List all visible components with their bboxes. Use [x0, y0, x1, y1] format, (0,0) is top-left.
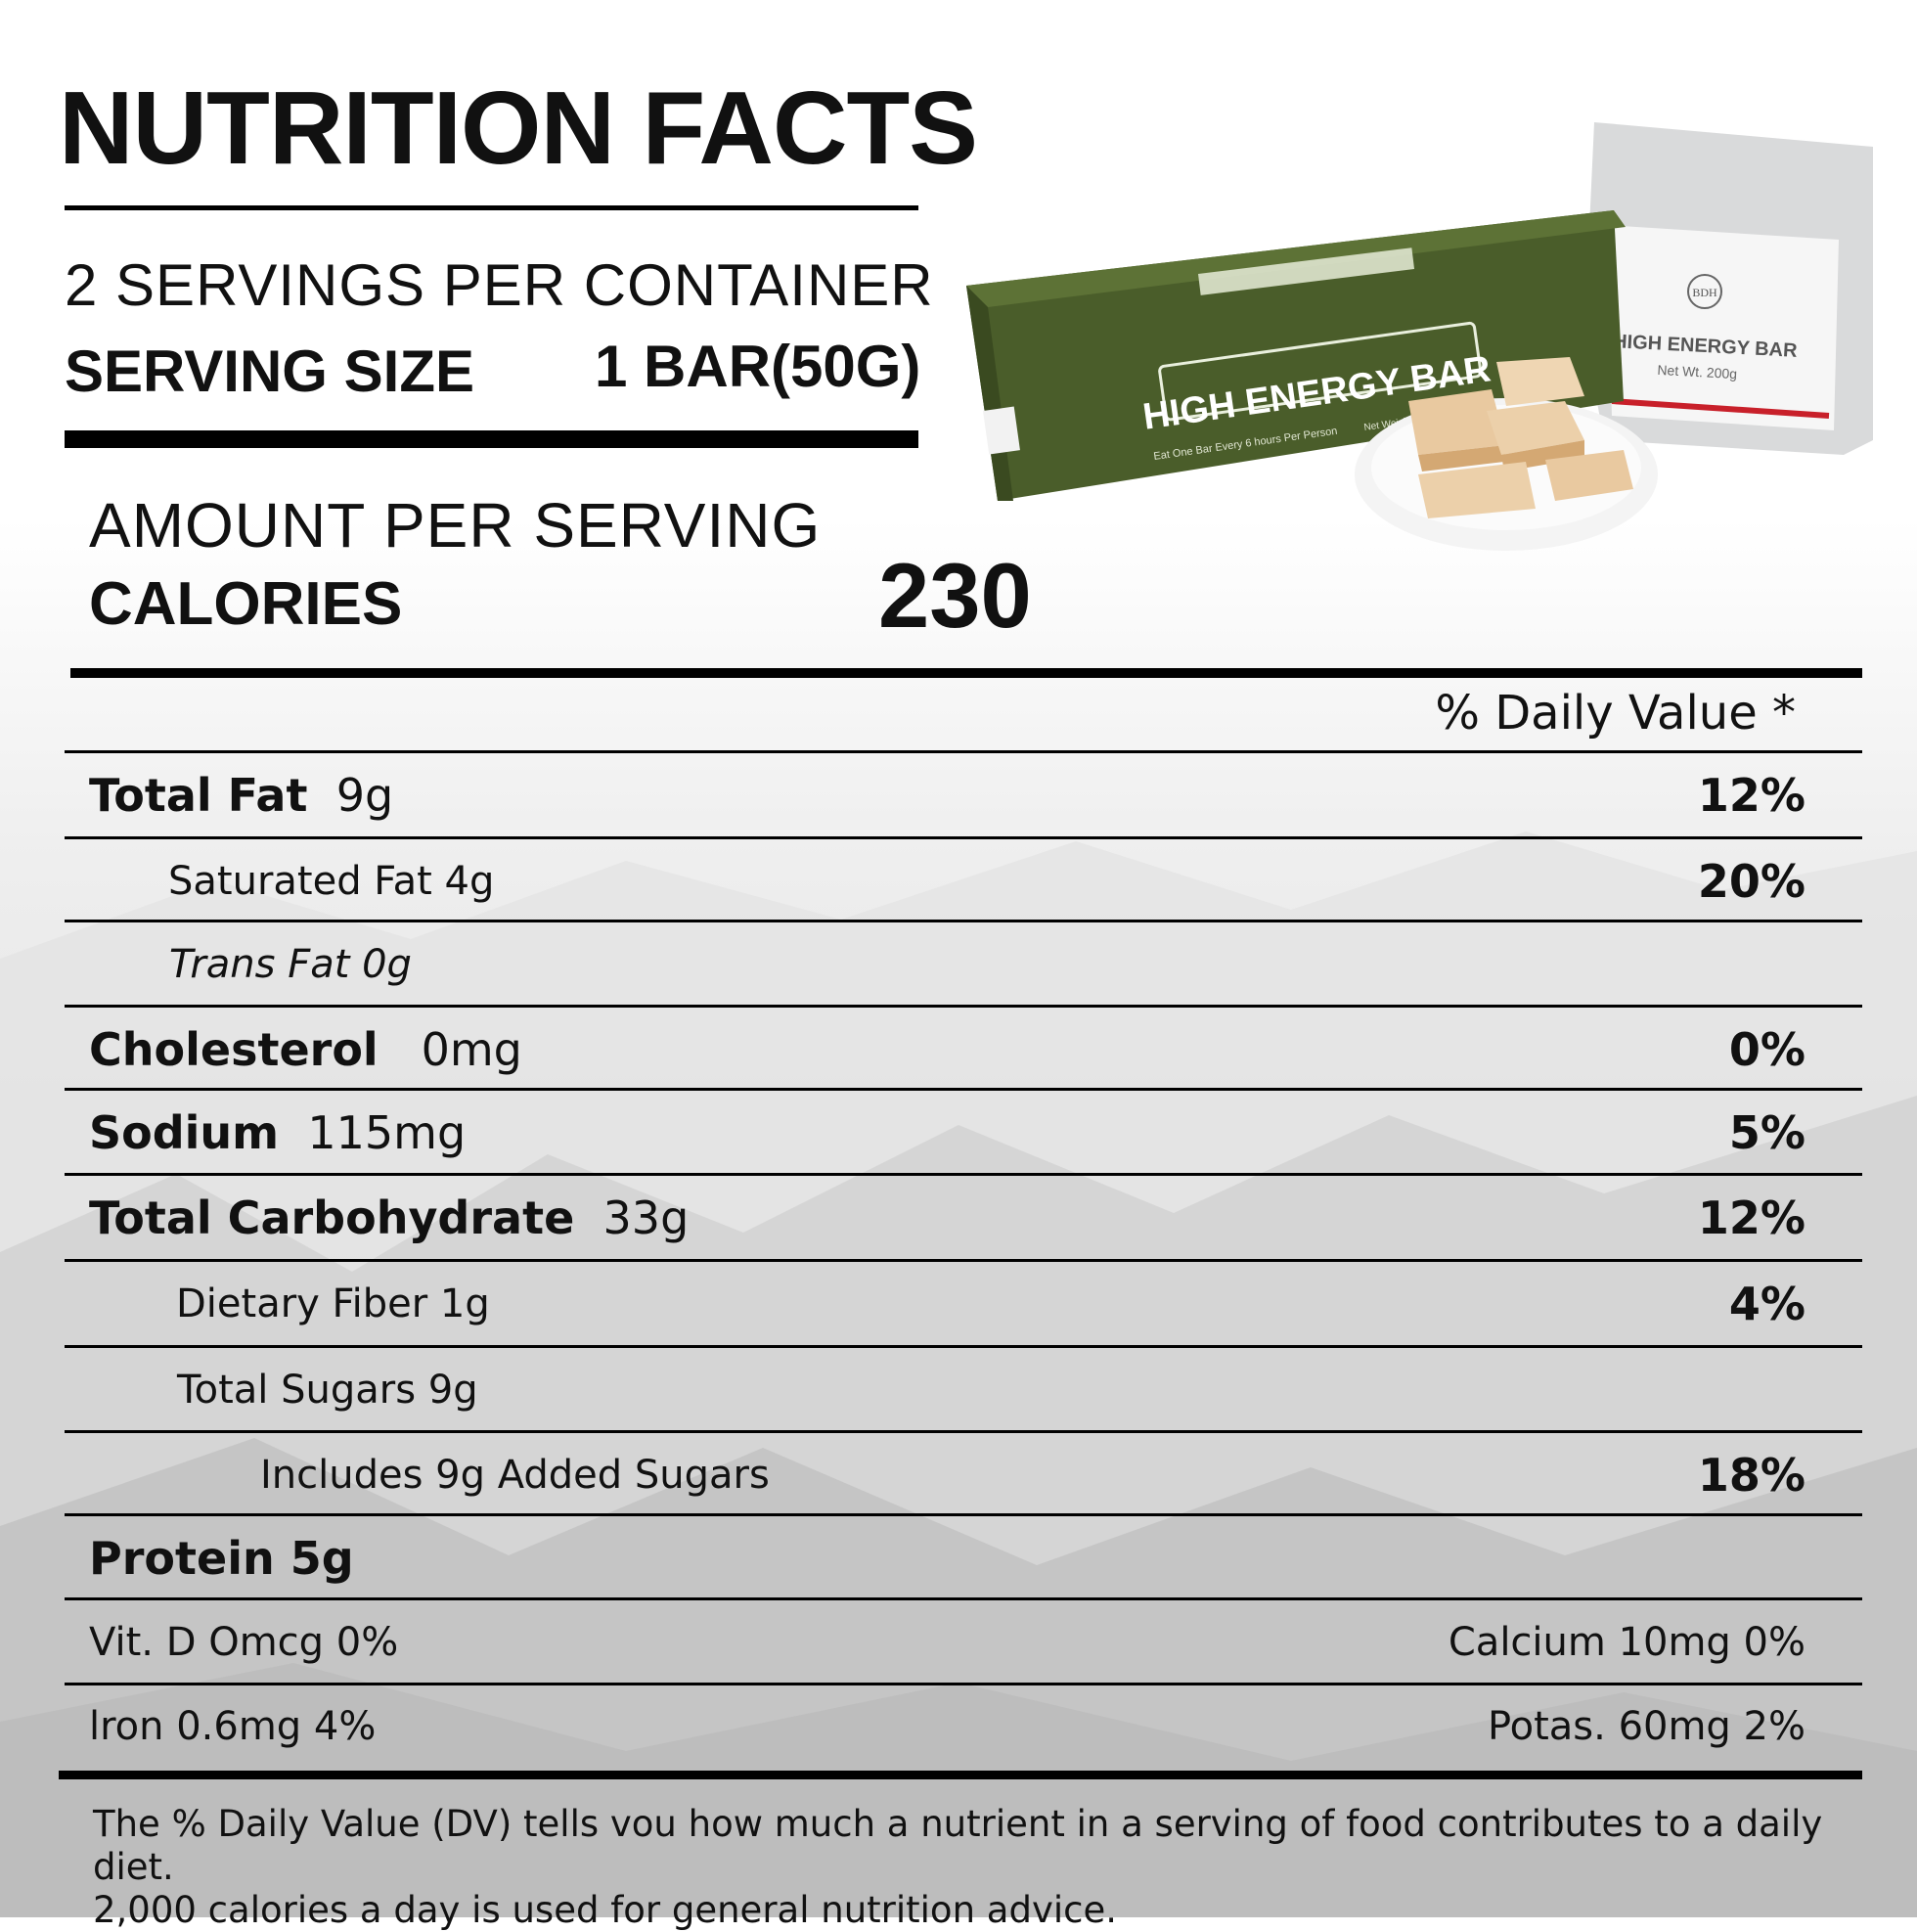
footnote: The % Daily Value (DV) tells vou how muc… — [93, 1803, 1834, 1932]
row-divider — [65, 1345, 1862, 1348]
nutrient-amount: 9g — [335, 769, 394, 822]
iron: lron 0.6mg 4% — [89, 1704, 377, 1749]
nutrient-dv: 0% — [1728, 1023, 1806, 1076]
nutrient-row-saturated-fat: Saturated Fat 4g 20% — [65, 839, 1862, 923]
row-divider — [65, 836, 1862, 839]
vitamin-row-2: lron 0.6mg 4% Potas. 60mg 2% — [65, 1685, 1862, 1769]
nutrient-row-dietary-fiber: Dietary Fiber 1g 4% — [65, 1262, 1862, 1346]
nutrient-row-sodium: Sodium 115mg 5% — [65, 1091, 1862, 1175]
row-divider — [65, 1597, 1862, 1600]
row-divider — [65, 1259, 1862, 1262]
nutrient-dv: 18% — [1697, 1449, 1806, 1502]
nutrient-name: Total Sugars 9g — [177, 1368, 478, 1413]
nutrient-dv: 12% — [1697, 1191, 1806, 1244]
row-divider — [65, 1430, 1862, 1433]
row-divider — [65, 1088, 1862, 1091]
nutrient-row-trans-fat: Trans Fat 0g — [65, 922, 1862, 1007]
row-divider — [65, 1173, 1862, 1176]
calcium: Calcium 10mg 0% — [1448, 1620, 1806, 1665]
nutrient-dv: 12% — [1697, 769, 1806, 822]
row-divider — [65, 920, 1862, 922]
servings-per-container: 2 SERVINGS PER CONTAINER — [65, 252, 934, 318]
nutrient-name: Saturated Fat 4g — [168, 859, 495, 904]
nutrient-name: Dietary Fiber 1g — [176, 1281, 490, 1326]
bottom-rule — [59, 1771, 1862, 1779]
row-divider — [65, 1683, 1862, 1685]
pouch-brand: BDH — [1692, 286, 1717, 299]
nutrient-name: Total Carbohydrate — [89, 1191, 575, 1244]
nutrient-amount: 0mg — [421, 1023, 522, 1076]
product-image: BDH HIGH ENERGY BAR Net Wt. 200g HIGH EN… — [966, 122, 1873, 551]
nutrient-name: Includes 9g Added Sugars — [260, 1453, 770, 1498]
nutrient-name: Protein 5g — [89, 1532, 354, 1585]
serving-rule — [65, 430, 918, 448]
nutrient-name: Total Fat — [89, 769, 308, 822]
footnote-line-2: 2,000 calories a day is used for general… — [93, 1889, 1117, 1931]
nutrient-name: Sodium — [89, 1106, 280, 1159]
plate-with-bars — [1355, 357, 1658, 551]
nutrient-row-total-fat: Total Fat 9g 12% — [65, 753, 1862, 837]
vitamin-d: Vit. D Omcg 0% — [89, 1620, 399, 1665]
potassium: Potas. 60mg 2% — [1487, 1704, 1806, 1749]
nutrient-row-total-sugars: Total Sugars 9g — [65, 1348, 1862, 1432]
serving-size-label: SERVING SIZE — [65, 338, 475, 404]
nutrient-row-cholesterol: Cholesterol 0mg 0% — [65, 1008, 1862, 1092]
row-divider — [65, 1513, 1862, 1516]
calories-label: CALORIES — [89, 570, 403, 638]
daily-value-header: % Daily Value * — [1435, 686, 1796, 741]
pouch-weight: Net Wt. 200g — [1657, 362, 1737, 382]
nutrient-row-total-carbohydrate: Total Carbohydrate 33g 12% — [65, 1176, 1862, 1260]
nutrient-amount: 33g — [602, 1191, 690, 1244]
nutrient-dv: 4% — [1728, 1278, 1806, 1330]
dv-rule — [65, 750, 1862, 753]
serving-size-value: 1 BAR(50G) — [595, 334, 921, 399]
footnote-line-1: The % Daily Value (DV) tells vou how muc… — [93, 1803, 1823, 1888]
calories-value: 230 — [878, 544, 1032, 647]
amount-per-serving: AMOUNT PER SERVING — [89, 490, 822, 561]
nutrient-row-protein: Protein 5g — [65, 1516, 1862, 1600]
row-divider — [65, 1005, 1862, 1008]
nutrient-dv: 20% — [1697, 855, 1806, 908]
title-rule — [65, 205, 918, 210]
calories-rule — [70, 668, 1862, 678]
nutrient-name: Trans Fat 0g — [169, 942, 412, 987]
nutrient-amount: 115mg — [307, 1106, 467, 1159]
nutrient-dv: 5% — [1728, 1106, 1806, 1159]
nutrient-row-added-sugars: Includes 9g Added Sugars 18% — [65, 1433, 1862, 1517]
foil-pouch: BDH HIGH ENERGY BAR Net Wt. 200g — [1584, 122, 1873, 455]
nutrient-name: Cholesterol — [89, 1023, 379, 1076]
vitamin-row-1: Vit. D Omcg 0% Calcium 10mg 0% — [65, 1600, 1862, 1685]
page-title: NUTRITION FACTS — [59, 70, 978, 186]
